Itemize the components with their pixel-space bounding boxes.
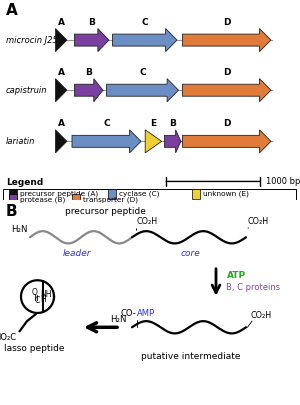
Text: core: core [181, 249, 200, 258]
Text: =: = [32, 292, 42, 300]
Text: AMP: AMP [136, 309, 154, 318]
Text: A: A [58, 119, 65, 128]
Text: NH: NH [40, 290, 52, 299]
Text: B, C proteins: B, C proteins [226, 283, 280, 292]
Text: HO₂C: HO₂C [0, 333, 16, 342]
Polygon shape [145, 130, 162, 153]
Text: E: E [150, 119, 157, 128]
Text: H₂N: H₂N [110, 315, 127, 324]
Text: D: D [223, 119, 230, 128]
Text: B: B [6, 204, 18, 219]
Text: transporter (D): transporter (D) [83, 196, 138, 202]
Text: B: B [169, 119, 176, 128]
FancyArrow shape [106, 79, 178, 102]
Text: C: C [34, 296, 40, 305]
Polygon shape [56, 29, 67, 51]
Text: protease (B): protease (B) [20, 196, 65, 202]
Text: B: B [85, 68, 92, 77]
Text: O: O [32, 288, 38, 296]
Text: C: C [141, 18, 148, 27]
Text: microcin J25: microcin J25 [6, 36, 58, 45]
FancyArrow shape [182, 130, 271, 153]
Text: precursor peptide: precursor peptide [64, 207, 146, 215]
Bar [108, 189, 116, 199]
FancyArrow shape [72, 130, 141, 153]
Text: cyclase (C): cyclase (C) [119, 191, 159, 197]
Text: Legend: Legend [6, 178, 43, 187]
FancyArrow shape [74, 29, 109, 51]
Text: leader: leader [62, 249, 91, 258]
Text: CO-: CO- [121, 309, 136, 318]
Text: CO₂H: CO₂H [248, 217, 268, 226]
Polygon shape [56, 79, 67, 102]
Text: C: C [103, 119, 110, 128]
Text: CO₂H: CO₂H [136, 217, 158, 226]
Text: A: A [58, 18, 65, 27]
Text: B: B [88, 18, 95, 27]
Text: C: C [139, 68, 146, 77]
Text: lasso peptide: lasso peptide [4, 343, 65, 353]
FancyArrow shape [112, 29, 177, 51]
Text: H₂N: H₂N [11, 225, 28, 234]
Bar [9, 189, 17, 199]
Text: 1000 bp: 1000 bp [266, 177, 300, 186]
Text: CO₂H: CO₂H [250, 311, 272, 320]
Bar [9, 194, 17, 204]
FancyBboxPatch shape [3, 189, 296, 201]
Text: lariatin: lariatin [6, 137, 35, 146]
FancyArrow shape [182, 79, 271, 102]
Bar [192, 189, 200, 199]
FancyArrow shape [74, 79, 103, 102]
Text: D: D [223, 18, 230, 27]
Text: H: H [40, 295, 46, 304]
FancyArrow shape [164, 130, 181, 153]
Text: ATP: ATP [226, 271, 246, 279]
Text: precursor peptide (A): precursor peptide (A) [20, 191, 98, 197]
Text: A: A [58, 68, 65, 77]
Text: putative intermediate: putative intermediate [141, 352, 240, 361]
Text: D: D [223, 68, 230, 77]
Text: unknown (E): unknown (E) [203, 191, 249, 197]
Text: capistruin: capistruin [6, 86, 47, 95]
Bar [72, 194, 80, 204]
FancyArrow shape [182, 29, 271, 51]
Polygon shape [56, 130, 67, 153]
Text: A: A [6, 3, 18, 18]
